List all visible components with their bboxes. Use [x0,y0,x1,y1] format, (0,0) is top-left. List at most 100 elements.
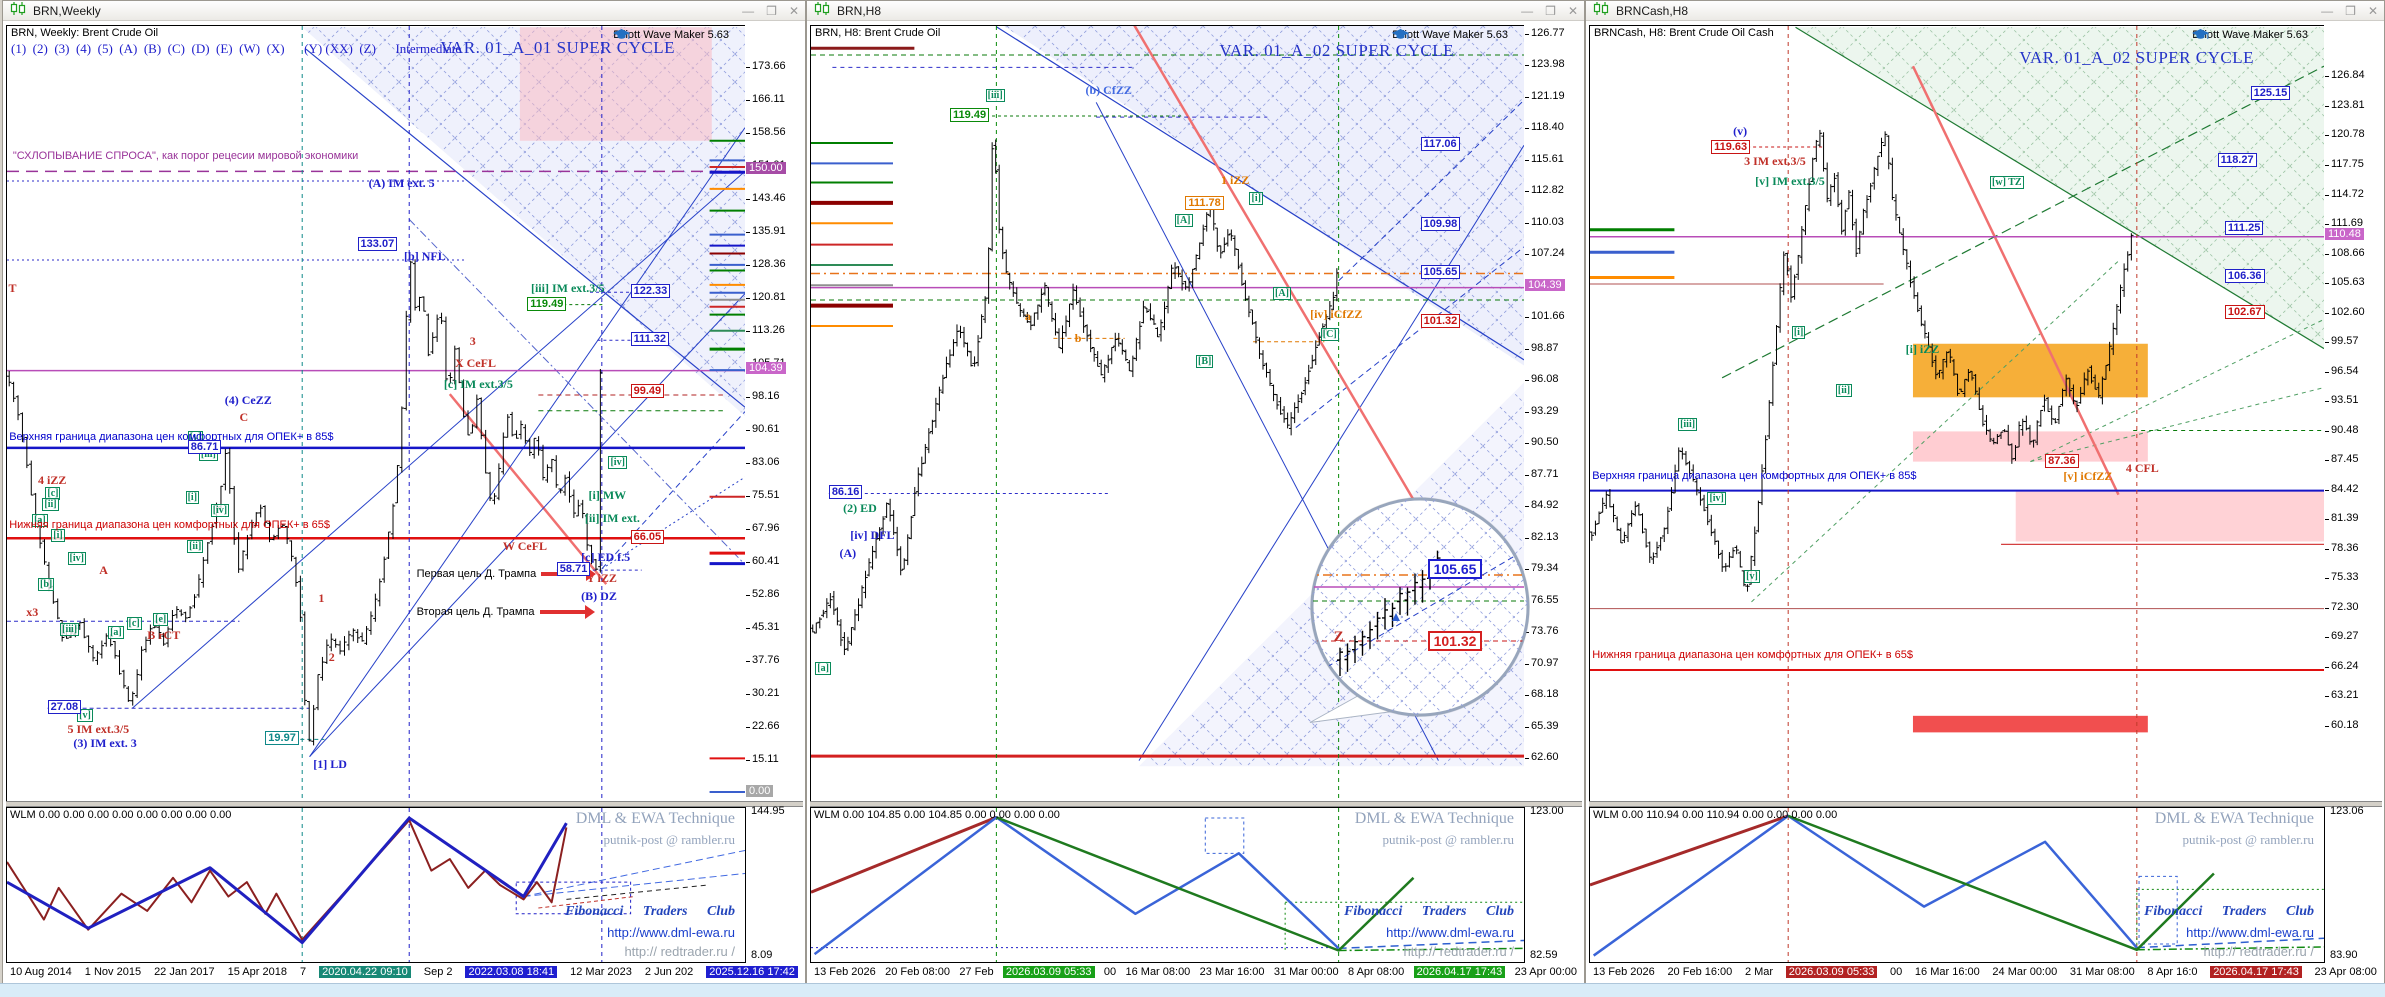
wlm-indicator-pane[interactable]: WLM 0.00 0.00 0.00 0.00 0.00 0.00 0.00 0… [6,807,746,963]
wave-label: [iii] [1678,417,1698,431]
wave-label-text: Нижняя граница диапазона цен комфортных … [1592,649,1913,662]
elliott-wave-toolbar[interactable]: (1) (2) (3) (4) (5) (A) (B) (C) (D) (E) … [11,41,461,57]
wave-label: b [1075,332,1082,345]
wave-label: (B) DZ [581,589,617,603]
time-axis[interactable]: 13 Feb 2026 20 Feb 16:00 2 Mar 2026.03.09 0… [1589,962,2381,981]
redtrader-url-link[interactable]: http:// redtrader.ru / [1403,944,1514,959]
time-axis[interactable]: 10 Aug 2014 1 Nov 2015 22 Jan 2017 15 Apr 2… [6,962,802,981]
wave-label: Вторая цель Д. Трампа [417,604,595,619]
price-tick: 120.81 [746,290,786,303]
wave-label: [v] [1744,569,1760,583]
dml-ewa-url-link[interactable]: http://www.dml-ewa.ru [1386,925,1514,940]
wave-label: [v] IM ext.3/5 [1755,174,1825,188]
wave-label-text: [A] [1176,214,1191,226]
wave-label: [v] iCfZZ [2063,470,2112,483]
close-button[interactable]: ✕ [2367,3,2378,18]
price-axis[interactable]: 126.77 123.98 121.19 118.40 115.61 112.82 110.… [1524,25,1582,803]
price-tick: 96.08 [1525,373,1559,386]
variant-title: VAR. 01_A_02 SUPER CYCLE [1219,41,1454,60]
window-titlebar[interactable]: BRN,H8 — ❒ ✕ [807,1,1584,21]
price-tick: 45.31 [746,620,780,633]
price-tick: 173.66 [746,60,786,72]
wave-label-text: [iv] [69,553,84,565]
price-tick: 87.71 [1525,467,1559,480]
close-button[interactable]: ✕ [1567,3,1578,18]
price-tick: 99.57 [2325,335,2359,348]
price-tick: 107.24 [1525,247,1565,260]
price-tick: 123.98 [1525,58,1565,71]
price-level-badge: 122.33 [630,284,671,299]
price-axis[interactable]: 126.84 123.81 120.78 117.75 114.72 111.69 108.… [2324,25,2382,803]
window-splitter[interactable] [810,801,1582,807]
wave-label-text: [1] LD [313,756,347,771]
indicator-axis-min: 8.09 [751,949,773,961]
wave-label: [ii] [42,498,59,512]
price-level-badge: 133.07 [357,237,398,252]
wlm-indicator-pane[interactable]: WLM 0.00 110.94 0.00 110.94 0.00 0.00 0.… [1589,807,2325,963]
dml-ewa-url-link[interactable]: http://www.dml-ewa.ru [607,925,735,940]
wave-label-text: [ii] [1837,385,1851,397]
time-axis[interactable]: 13 Feb 2026 20 Feb 08:00 27 Feb 2026.03.09 … [810,962,1581,981]
window-splitter[interactable] [1589,801,2382,807]
wave-label-text: 1 [318,590,325,605]
maximize-button[interactable]: ❒ [2345,3,2356,18]
wave-degree-buttons[interactable]: (1) (2) (3) (4) (5) (A) (B) (C) (D) (E) … [11,41,376,56]
wave-label: (A) [840,546,857,560]
minimize-button[interactable]: — [1521,3,1534,18]
price-tick: 60.18 [2325,718,2359,731]
taskbar-strip [0,983,2385,997]
maximize-button[interactable]: ❒ [1545,3,1556,18]
price-tick: 93.29 [1525,404,1559,417]
price-tick: 90.48 [2325,423,2359,436]
wave-label-text: [i] MW [588,488,627,503]
wave-label: [iv] iCfZZ [1310,307,1362,321]
wave-degree-selector[interactable]: Intermediate [375,41,462,56]
window-controls: — ❒ ✕ [1521,5,1578,17]
minimize-button[interactable]: — [742,3,755,18]
wave-label-text: (2) ED [843,500,877,515]
window-titlebar[interactable]: BRN,Weekly — ❒ ✕ [3,1,805,21]
dml-ewa-url-link[interactable]: http://www.dml-ewa.ru [2186,925,2314,940]
price-tick: 113.26 [746,323,785,336]
wave-label: (4) CeZZ [225,393,272,407]
wlm-indicator-pane[interactable]: WLM 0.00 104.85 0.00 104.85 0.00 0.00 0.… [810,807,1525,963]
price-level-badge: 119.49 [527,296,567,311]
time-axis-label-badge: 2020.04.22 09:10 [319,965,411,978]
price-chart[interactable]: BRNCash, H8: Brent Crude Oil Cash Elliott… [1589,25,2325,803]
maximize-button[interactable]: ❒ [766,3,777,18]
trump-target-arrow-icon [539,604,595,619]
wave-label: [i] iZZ [1906,342,1940,356]
wave-label-text: [ii] [189,540,202,552]
wave-label-text: [i] [1251,193,1261,205]
price-tick: 143.46 [746,191,786,204]
redtrader-url-link[interactable]: http:// redtrader.ru / [624,944,735,959]
fibonacci-club-text: Fibonacci Traders Club [565,904,735,919]
wave-label-text: [iv] [212,505,228,517]
wave-label-text: 3 IM ext.3/5 [1744,153,1806,168]
wave-label-text: [A] [1275,288,1289,300]
wave-label-text: [iv] [610,457,625,469]
wave-label: [iv] [1707,491,1726,505]
wave-label: [i] [185,491,200,505]
wave-label: Верхняя граница диапазона цен комфортных… [1592,470,1916,482]
wave-label-text: C [239,409,249,424]
wave-label: [b] NFL [404,249,446,263]
price-level-badge: 111.32 [630,332,670,347]
close-button[interactable]: ✕ [788,3,799,18]
indicator-values-label: WLM 0.00 110.94 0.00 110.94 0.00 0.00 0.… [1593,809,1838,821]
price-tick: 15.11 [746,752,779,765]
wave-label-text: "СХЛОПЫВАНИЕ СПРОСА", как порог рецесии … [12,150,359,163]
window-splitter[interactable] [6,801,803,807]
time-axis-label: 2 Mar [1744,965,1774,978]
minimize-button[interactable]: — [2321,3,2334,18]
wave-label: [i] [51,528,65,542]
price-chart[interactable]: BRN, Weekly: Brent Crude Oil Elliott Wave… [6,25,746,803]
window-titlebar[interactable]: BRNCash,H8 — ❒ ✕ [1586,1,2384,21]
price-axis[interactable]: 173.66166.11158.56151.01143.46135.91128.… [745,25,803,803]
window-controls: — ❒ ✕ [742,5,799,17]
wave-label-text: (v) [1733,124,1748,139]
redtrader-url-link[interactable]: http:// redtrader.ru / [2203,944,2314,959]
wave-label-text: 3 [469,333,476,348]
wave-label: (3) IM ext. 3 [73,737,136,750]
wave-label-text: (3) IM ext. 3 [73,736,137,751]
